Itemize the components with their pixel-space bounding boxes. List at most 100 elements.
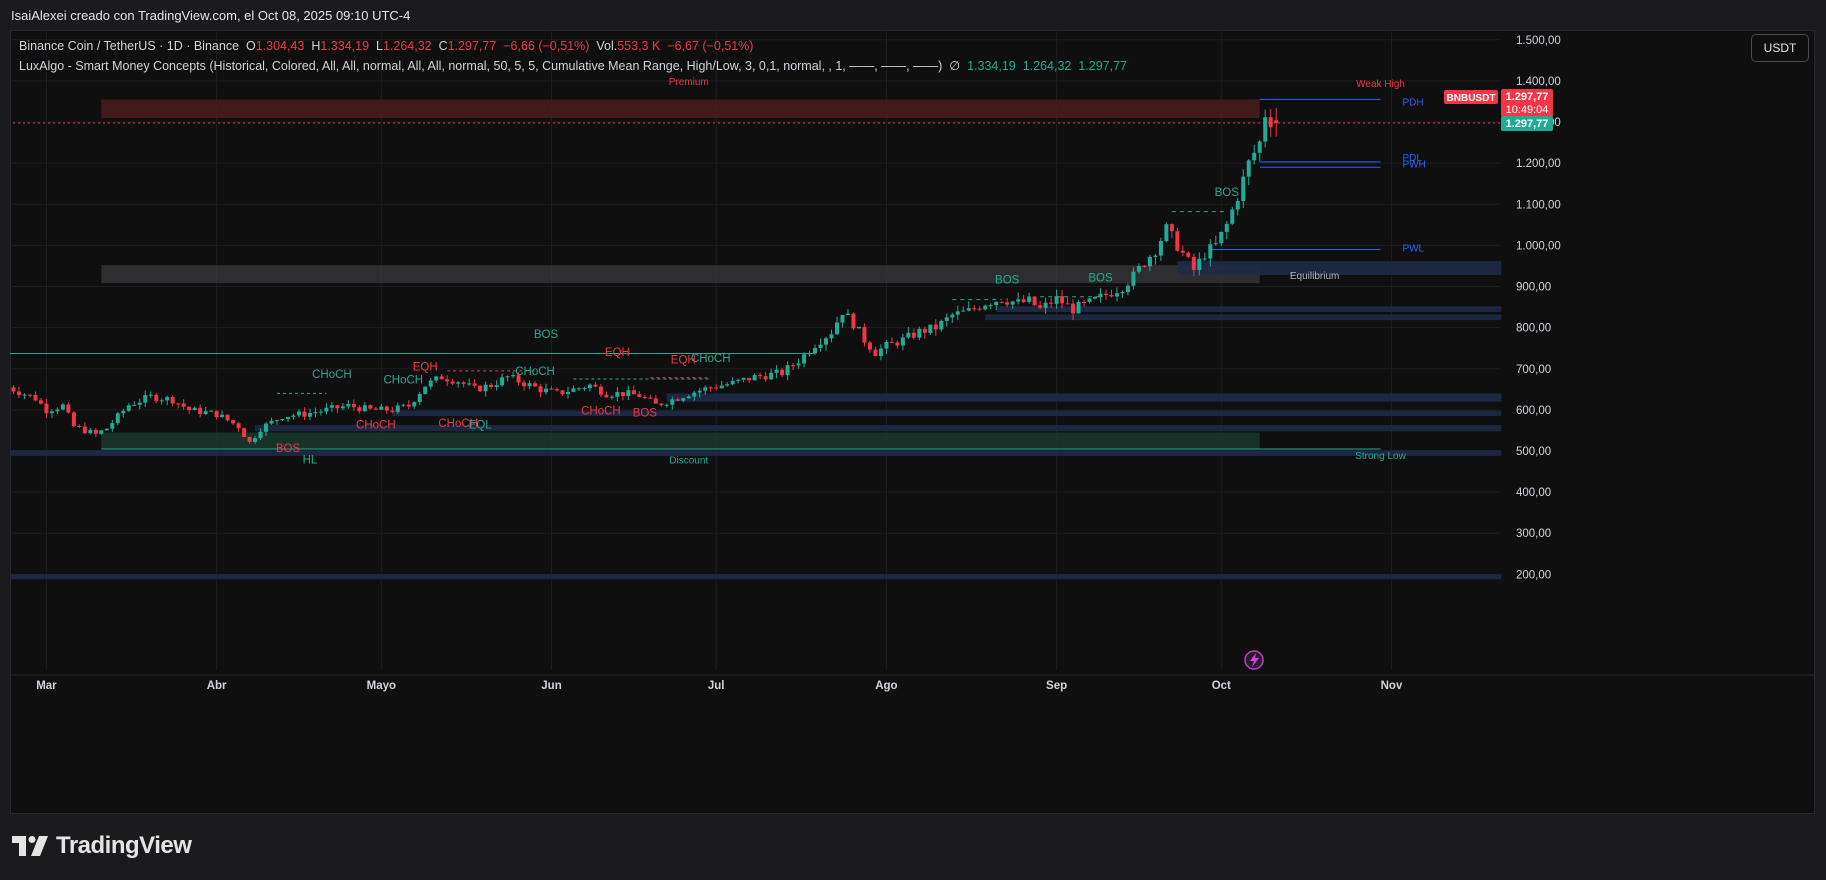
candle-body[interactable] — [961, 310, 966, 312]
candle-body[interactable] — [154, 394, 159, 402]
candle-body[interactable] — [1202, 258, 1207, 260]
candle-body[interactable] — [1213, 243, 1218, 245]
candle-body[interactable] — [1230, 209, 1235, 224]
candle-body[interactable] — [802, 354, 807, 364]
candle-body[interactable] — [922, 328, 927, 333]
candle-body[interactable] — [1241, 176, 1246, 202]
candle-body[interactable] — [203, 411, 208, 415]
candle-body[interactable] — [780, 369, 785, 376]
candle-body[interactable] — [93, 429, 98, 434]
candle-body[interactable] — [1076, 302, 1081, 314]
candle-body[interactable] — [840, 314, 845, 323]
candle-body[interactable] — [60, 404, 65, 410]
candle-body[interactable] — [329, 405, 334, 408]
candle-body[interactable] — [280, 419, 285, 421]
candle-body[interactable] — [785, 365, 790, 376]
candle-body[interactable] — [1109, 295, 1114, 297]
candle-body[interactable] — [977, 308, 982, 310]
candle-body[interactable] — [565, 391, 570, 395]
candle-body[interactable] — [494, 385, 499, 388]
candle-body[interactable] — [1246, 160, 1251, 177]
candle-body[interactable] — [99, 430, 104, 434]
candle-body[interactable] — [950, 314, 955, 318]
symbol-title[interactable]: Binance Coin / TetherUS · 1D · Binance — [19, 39, 240, 53]
candle-body[interactable] — [791, 365, 796, 367]
candle-body[interactable] — [1114, 293, 1119, 297]
candle-body[interactable] — [659, 403, 664, 406]
candle-body[interactable] — [626, 390, 631, 397]
candle-body[interactable] — [994, 301, 999, 306]
chart-pane[interactable] — [10, 30, 1815, 814]
candle-body[interactable] — [1098, 293, 1103, 298]
candle-body[interactable] — [1038, 305, 1043, 308]
candle-body[interactable] — [187, 406, 192, 411]
candle-body[interactable] — [198, 407, 203, 415]
candle-body[interactable] — [1142, 265, 1147, 267]
candle-body[interactable] — [692, 392, 697, 397]
candle-body[interactable] — [115, 413, 120, 424]
candle-body[interactable] — [296, 411, 301, 416]
candle-body[interactable] — [351, 403, 356, 408]
candle-body[interactable] — [604, 394, 609, 398]
candle-body[interactable] — [285, 416, 290, 420]
candle-body[interactable] — [511, 375, 516, 377]
candle-body[interactable] — [681, 398, 686, 401]
candle-body[interactable] — [1219, 231, 1224, 244]
candle-body[interactable] — [307, 412, 312, 417]
candle-body[interactable] — [1125, 285, 1130, 293]
candle-body[interactable] — [527, 383, 532, 387]
candle-body[interactable] — [544, 388, 549, 393]
candle-body[interactable] — [1180, 250, 1185, 253]
candle-body[interactable] — [834, 322, 839, 335]
candle-body[interactable] — [220, 414, 225, 418]
candle-body[interactable] — [1186, 252, 1191, 257]
candle-body[interactable] — [648, 397, 653, 399]
candle-body[interactable] — [71, 412, 76, 427]
candle-body[interactable] — [845, 313, 850, 315]
candle-body[interactable] — [390, 410, 395, 412]
candle-body[interactable] — [906, 332, 911, 338]
candle-body[interactable] — [137, 402, 142, 405]
candle-body[interactable] — [291, 415, 296, 417]
candle-body[interactable] — [258, 431, 263, 439]
candle-body[interactable] — [719, 385, 724, 389]
candle-body[interactable] — [1005, 302, 1010, 305]
candle-body[interactable] — [181, 403, 186, 407]
candle-body[interactable] — [165, 397, 170, 401]
candle-body[interactable] — [22, 394, 27, 396]
candle-body[interactable] — [159, 400, 164, 402]
candle-body[interactable] — [1252, 152, 1257, 161]
candle-body[interactable] — [582, 388, 587, 390]
candle-body[interactable] — [33, 394, 38, 401]
candle-body[interactable] — [231, 420, 236, 424]
candle-body[interactable] — [516, 375, 521, 383]
candle-body[interactable] — [769, 372, 774, 380]
candle-body[interactable] — [1169, 224, 1174, 232]
candle-body[interactable] — [889, 341, 894, 343]
candle-body[interactable] — [143, 395, 148, 403]
candle-body[interactable] — [972, 308, 977, 310]
candle-body[interactable] — [796, 363, 801, 366]
candle-body[interactable] — [873, 349, 878, 357]
candle-body[interactable] — [209, 410, 214, 412]
candle-body[interactable] — [867, 342, 872, 350]
candle-body[interactable] — [423, 386, 428, 395]
candle-body[interactable] — [236, 423, 241, 429]
candle-body[interactable] — [884, 341, 889, 349]
candle-body[interactable] — [741, 377, 746, 380]
candle-body[interactable] — [774, 369, 779, 373]
candle-body[interactable] — [917, 328, 922, 338]
candle-body[interactable] — [456, 382, 461, 384]
candle-body[interactable] — [406, 404, 411, 407]
candle-body[interactable] — [242, 428, 247, 437]
candle-body[interactable] — [11, 387, 16, 392]
candle-body[interactable] — [851, 313, 856, 329]
candle-body[interactable] — [1147, 256, 1152, 267]
candle-body[interactable] — [1120, 292, 1125, 294]
candle-body[interactable] — [1208, 244, 1213, 259]
candle-body[interactable] — [1021, 299, 1026, 302]
candle-body[interactable] — [1235, 201, 1240, 210]
candle-body[interactable] — [533, 383, 538, 387]
candle-body[interactable] — [1104, 293, 1108, 296]
candle-body[interactable] — [1027, 296, 1032, 302]
